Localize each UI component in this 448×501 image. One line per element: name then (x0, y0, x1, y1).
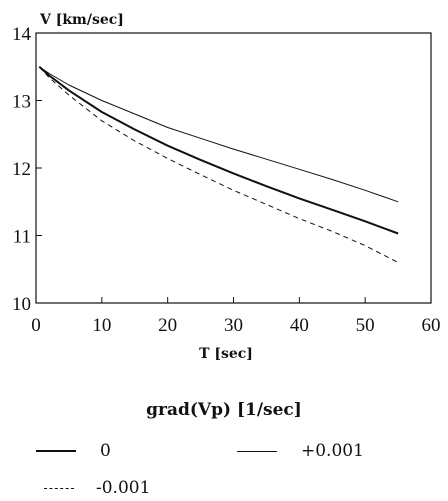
series-lines (38, 66, 399, 263)
series-line-1 (39, 66, 399, 203)
legend-label: +0.001 (301, 441, 364, 461)
x-tick-label: 30 (224, 315, 243, 336)
series-line-0 (38, 66, 399, 235)
legend-label: 0 (100, 441, 111, 461)
y-tick-label: 10 (12, 294, 31, 315)
y-axis-ticks: 10 11 12 13 14 (12, 24, 42, 315)
y-tick-label: 12 (12, 159, 31, 180)
legend-swatch-solid-thin (237, 450, 277, 452)
plot-frame (35, 32, 432, 304)
legend-swatch-dashed (44, 487, 74, 489)
legend-swatch-solid-thick (36, 450, 76, 452)
legend-label: -0.001 (96, 478, 151, 498)
x-axis-ticks: 0 10 20 30 40 50 60 (31, 297, 441, 336)
legend-title: grad(Vp) [1/sec] (146, 400, 302, 420)
x-tick-label: 60 (422, 315, 441, 336)
y-tick-label: 14 (12, 24, 32, 45)
x-tick-label: 50 (356, 315, 375, 336)
legend-item-minus: -0.001 (36, 478, 150, 498)
y-tick-label: 11 (13, 227, 31, 248)
x-tick-label: 0 (31, 315, 41, 336)
legend-item-plus: +0.001 (237, 441, 364, 461)
legend-item-0: 0 (36, 441, 111, 461)
x-axis-title: T [sec] (199, 346, 253, 362)
x-tick-label: 10 (92, 315, 111, 336)
x-tick-label: 20 (158, 315, 177, 336)
y-axis-title: V [km/sec] (39, 12, 124, 28)
y-tick-label: 13 (12, 92, 31, 113)
x-tick-label: 40 (290, 315, 309, 336)
